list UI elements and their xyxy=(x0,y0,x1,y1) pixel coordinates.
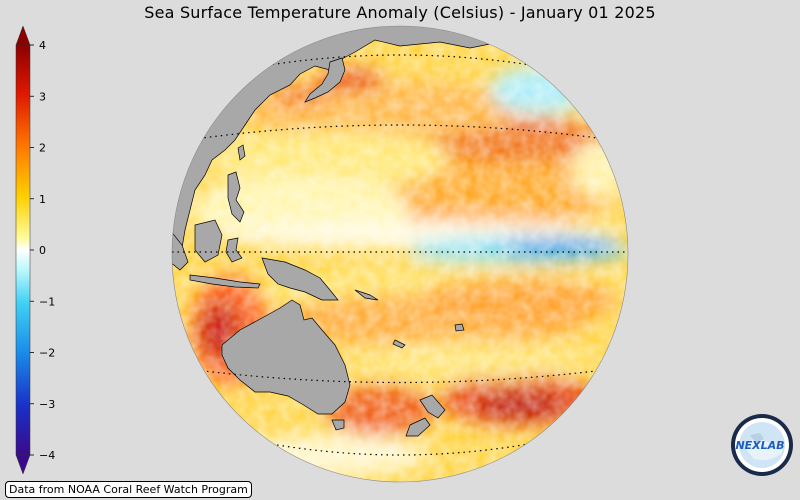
new-guinea xyxy=(261,257,339,301)
graticule xyxy=(172,54,628,456)
philippines xyxy=(227,171,245,223)
globe-outline xyxy=(171,25,629,483)
tasmania xyxy=(331,419,345,431)
tropic-south-line xyxy=(195,369,605,384)
australia xyxy=(221,299,351,415)
colorbar-ticks: 4 3 2 1 0 −1 −2 −3 −4 xyxy=(30,39,55,462)
borneo xyxy=(194,219,223,263)
japan-island xyxy=(304,57,346,103)
colorbar-tick-label: 4 xyxy=(39,39,46,52)
asia-landmass xyxy=(172,26,491,261)
nexlab-logo: NEXLAB xyxy=(731,414,793,476)
logo-text: NEXLAB xyxy=(735,439,784,452)
colorbar-tick-label: 0 xyxy=(39,244,46,257)
sumatra xyxy=(172,229,189,271)
southern-parallel xyxy=(249,439,551,456)
landmasses xyxy=(172,26,491,437)
colorbar: 4 3 2 1 0 −1 −2 −3 −4 xyxy=(15,25,55,475)
colorbar-tick-label: −4 xyxy=(39,449,55,462)
colorbar-tick-label: −3 xyxy=(39,398,55,411)
new-caledonia xyxy=(392,339,406,349)
colorbar-tick-label: 2 xyxy=(39,142,46,155)
colorbar-bottom-arrow xyxy=(15,454,31,475)
data-credit: Data from NOAA Coral Reef Watch Program xyxy=(5,481,252,498)
colorbar-tick-label: −2 xyxy=(39,347,55,360)
taiwan-island xyxy=(237,144,246,161)
new-zealand xyxy=(405,394,446,437)
fiji xyxy=(454,323,465,332)
solomon-islands xyxy=(354,289,379,301)
sulawesi xyxy=(225,237,243,263)
colorbar-tick-label: −1 xyxy=(39,295,55,308)
map-title: Sea Surface Temperature Anomaly (Celsius… xyxy=(144,3,656,22)
colorbar-tick-label: 1 xyxy=(39,193,46,206)
java-islands xyxy=(189,274,261,289)
colorbar-tick-label: 3 xyxy=(39,90,46,103)
northern-parallel xyxy=(239,54,561,71)
